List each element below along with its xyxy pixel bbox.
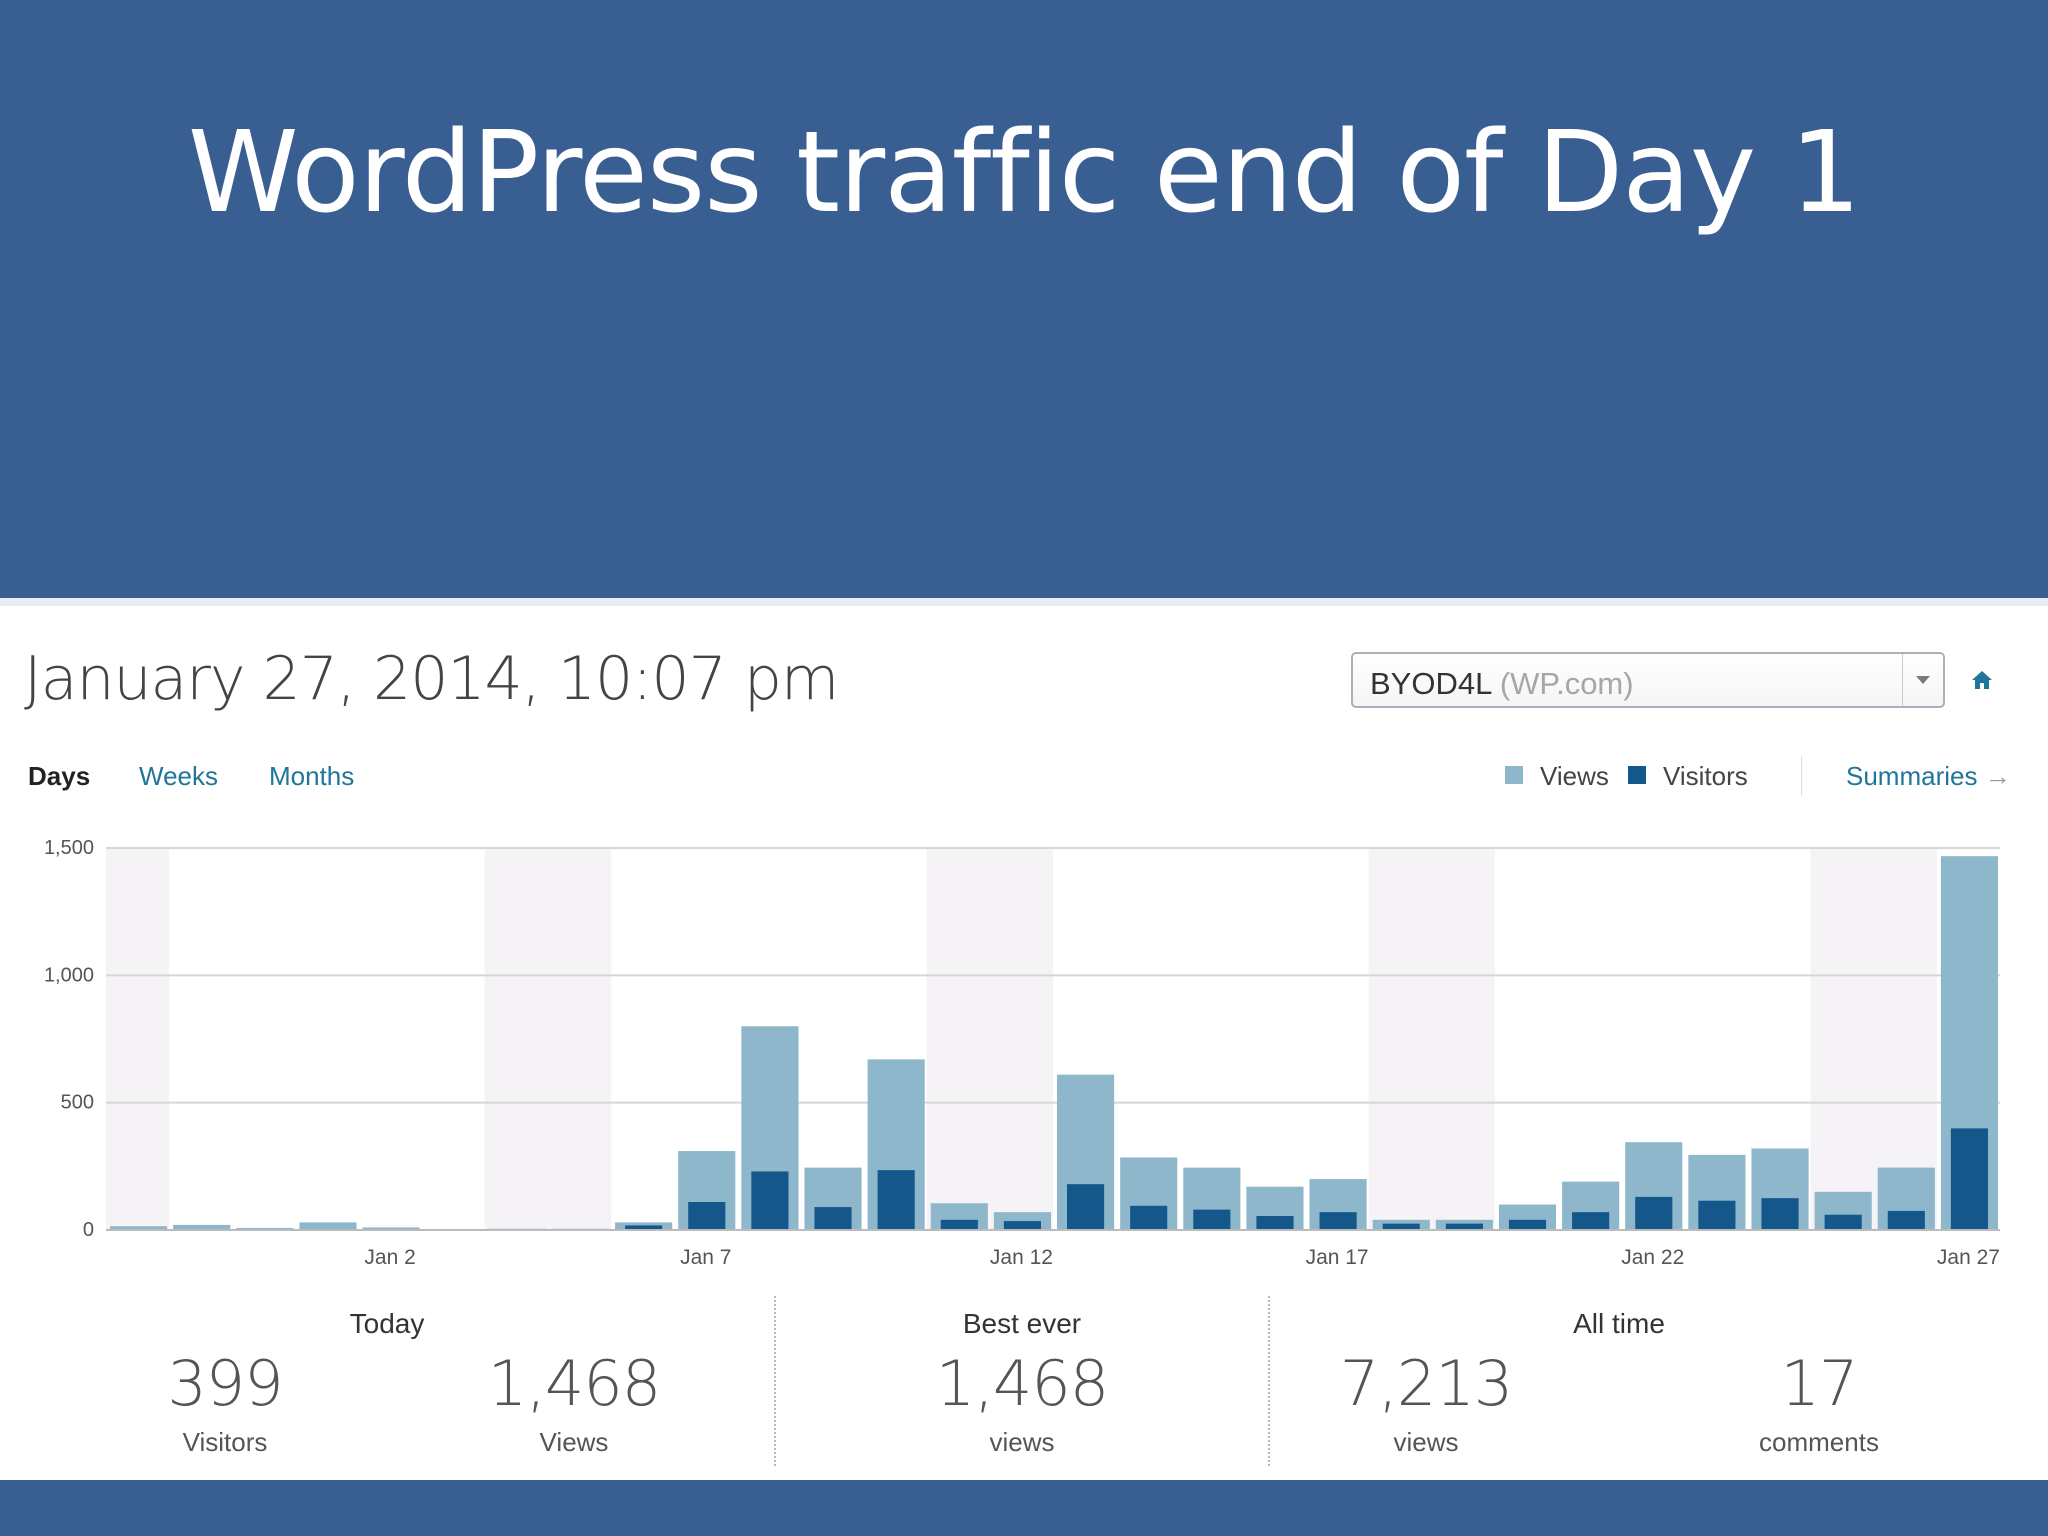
y-tick-label: 500 (61, 1092, 94, 1114)
metric-today-views: 1,468 Views (424, 1346, 724, 1462)
x-tick-label: Jan 7 (680, 1246, 731, 1269)
summary-best-title: Best ever (962, 1308, 1082, 1339)
legend-views-swatch (1505, 766, 1523, 784)
metric-alltime-views: 7,213 views (1276, 1346, 1576, 1462)
metric-label: views (1393, 1427, 1459, 1457)
y-tick-label: 1,000 (44, 964, 94, 986)
weekend-band (1873, 848, 1937, 1230)
weekend-band (1431, 848, 1495, 1230)
blog-host: (WP.com) (1499, 666, 1634, 701)
x-tick-label: Jan 17 (1306, 1246, 1369, 1269)
metric-label: comments (1759, 1427, 1879, 1457)
legend-views-label: Views (1540, 761, 1609, 791)
bar-visitors (1950, 1128, 1988, 1230)
blog-selector-value: BYOD4L (WP.com) (1370, 666, 1634, 702)
arrow-right-icon: → (1984, 761, 2011, 791)
metric-label: Visitors (182, 1427, 268, 1457)
bar-visitors (1508, 1219, 1547, 1230)
metric-best-views: 1,468 views (872, 1346, 1172, 1462)
legend-divider (1801, 756, 1802, 796)
bar-visitors (1003, 1221, 1041, 1230)
summary-alltime-title: All time (1573, 1308, 1665, 1339)
metric-alltime-comments: 17 comments (1669, 1346, 1969, 1462)
summaries-link[interactable]: Summaries → (1846, 761, 2011, 792)
bar-visitors (1572, 1212, 1610, 1230)
bar-views (173, 1224, 231, 1230)
metric-value: 1,468 (487, 1347, 662, 1420)
bar-visitors (814, 1207, 852, 1230)
bar-visitors (1256, 1215, 1294, 1230)
x-tick-label: Jan 2 (364, 1246, 415, 1269)
weekend-band (1810, 848, 1874, 1230)
y-tick-label: 0 (83, 1219, 94, 1241)
summary-section: Today 399 Visitors 1,468 Views Best ever… (0, 1296, 2048, 1480)
bar-visitors (1445, 1223, 1483, 1230)
bar-visitors (688, 1201, 726, 1230)
metric-label: views (989, 1427, 1055, 1457)
slide-footer-bar (0, 1480, 2048, 1536)
summary-all-time: All time 7,213 views 17 comments (1270, 1296, 2048, 1476)
x-tick-label: Jan 22 (1621, 1246, 1684, 1269)
x-tick-label: Jan 27 (1937, 1246, 2000, 1269)
legend-visitors-swatch (1628, 766, 1646, 784)
bar-visitors (751, 1171, 789, 1230)
summary-best-ever: Best ever 1,468 views (776, 1296, 1268, 1476)
metric-value: 7,213 (1339, 1347, 1514, 1420)
metric-label: Views (539, 1427, 609, 1457)
traffic-chart: 0 500 1,000 1,500 Jan 2 Jan 7 Jan 12 Jan 17 Jan … (44, 837, 2000, 1269)
legend-visitors-label: Visitors (1663, 761, 1748, 791)
bar-views (299, 1222, 357, 1230)
tab-months[interactable]: Months (269, 761, 355, 791)
bar-views (110, 1226, 168, 1230)
stats-panel: January 27, 2014, 10:07 pm BYOD4L (WP.co… (0, 606, 2048, 1480)
bar-visitors (1319, 1212, 1357, 1230)
panel-edge (0, 598, 2048, 608)
bar-visitors (1761, 1198, 1799, 1230)
blog-name: BYOD4L (1370, 666, 1492, 701)
bar-visitors (1887, 1210, 1925, 1230)
bar-visitors (1698, 1200, 1736, 1230)
chevron-down-icon[interactable] (1902, 654, 1943, 706)
y-tick-label: 1,500 (44, 837, 94, 859)
summary-divider (1268, 1296, 1270, 1466)
x-tick-label: Jan 12 (990, 1246, 1053, 1269)
weekend-band (989, 848, 1053, 1230)
blog-selector[interactable]: BYOD4L (WP.com) (1351, 652, 1945, 708)
metric-value: 1,468 (935, 1347, 1110, 1420)
bar-visitors (1067, 1184, 1105, 1230)
bar-visitors (1193, 1209, 1231, 1230)
weekend-band (484, 848, 548, 1230)
summary-today-title: Today (349, 1308, 425, 1339)
stats-date: January 27, 2014, 10:07 pm (24, 644, 839, 714)
bar-visitors (1382, 1223, 1420, 1230)
weekend-band (1368, 848, 1432, 1230)
bar-visitors (1635, 1196, 1673, 1230)
bar-visitors (940, 1219, 978, 1230)
bar-views (362, 1227, 420, 1230)
summary-divider (774, 1296, 776, 1466)
metric-value: 399 (167, 1347, 283, 1420)
tab-days[interactable]: Days (28, 761, 91, 791)
summaries-label: Summaries (1846, 761, 1978, 791)
weekend-band (106, 848, 170, 1230)
weekend-band (926, 848, 990, 1230)
metric-today-visitors: 399 Visitors (75, 1346, 375, 1462)
bar-visitors (625, 1225, 663, 1230)
metric-value: 17 (1780, 1347, 1859, 1420)
home-icon[interactable] (1970, 668, 1994, 692)
bar-visitors (877, 1170, 915, 1230)
bar-visitors (1130, 1205, 1168, 1230)
bar-views (236, 1227, 294, 1230)
slide-title: WordPress traffic end of Day 1 (187, 108, 1861, 238)
weekend-band (547, 848, 612, 1230)
summary-today: Today 399 Visitors 1,468 Views (0, 1296, 774, 1476)
bar-visitors (1824, 1214, 1862, 1230)
tab-weeks[interactable]: Weeks (139, 761, 218, 791)
